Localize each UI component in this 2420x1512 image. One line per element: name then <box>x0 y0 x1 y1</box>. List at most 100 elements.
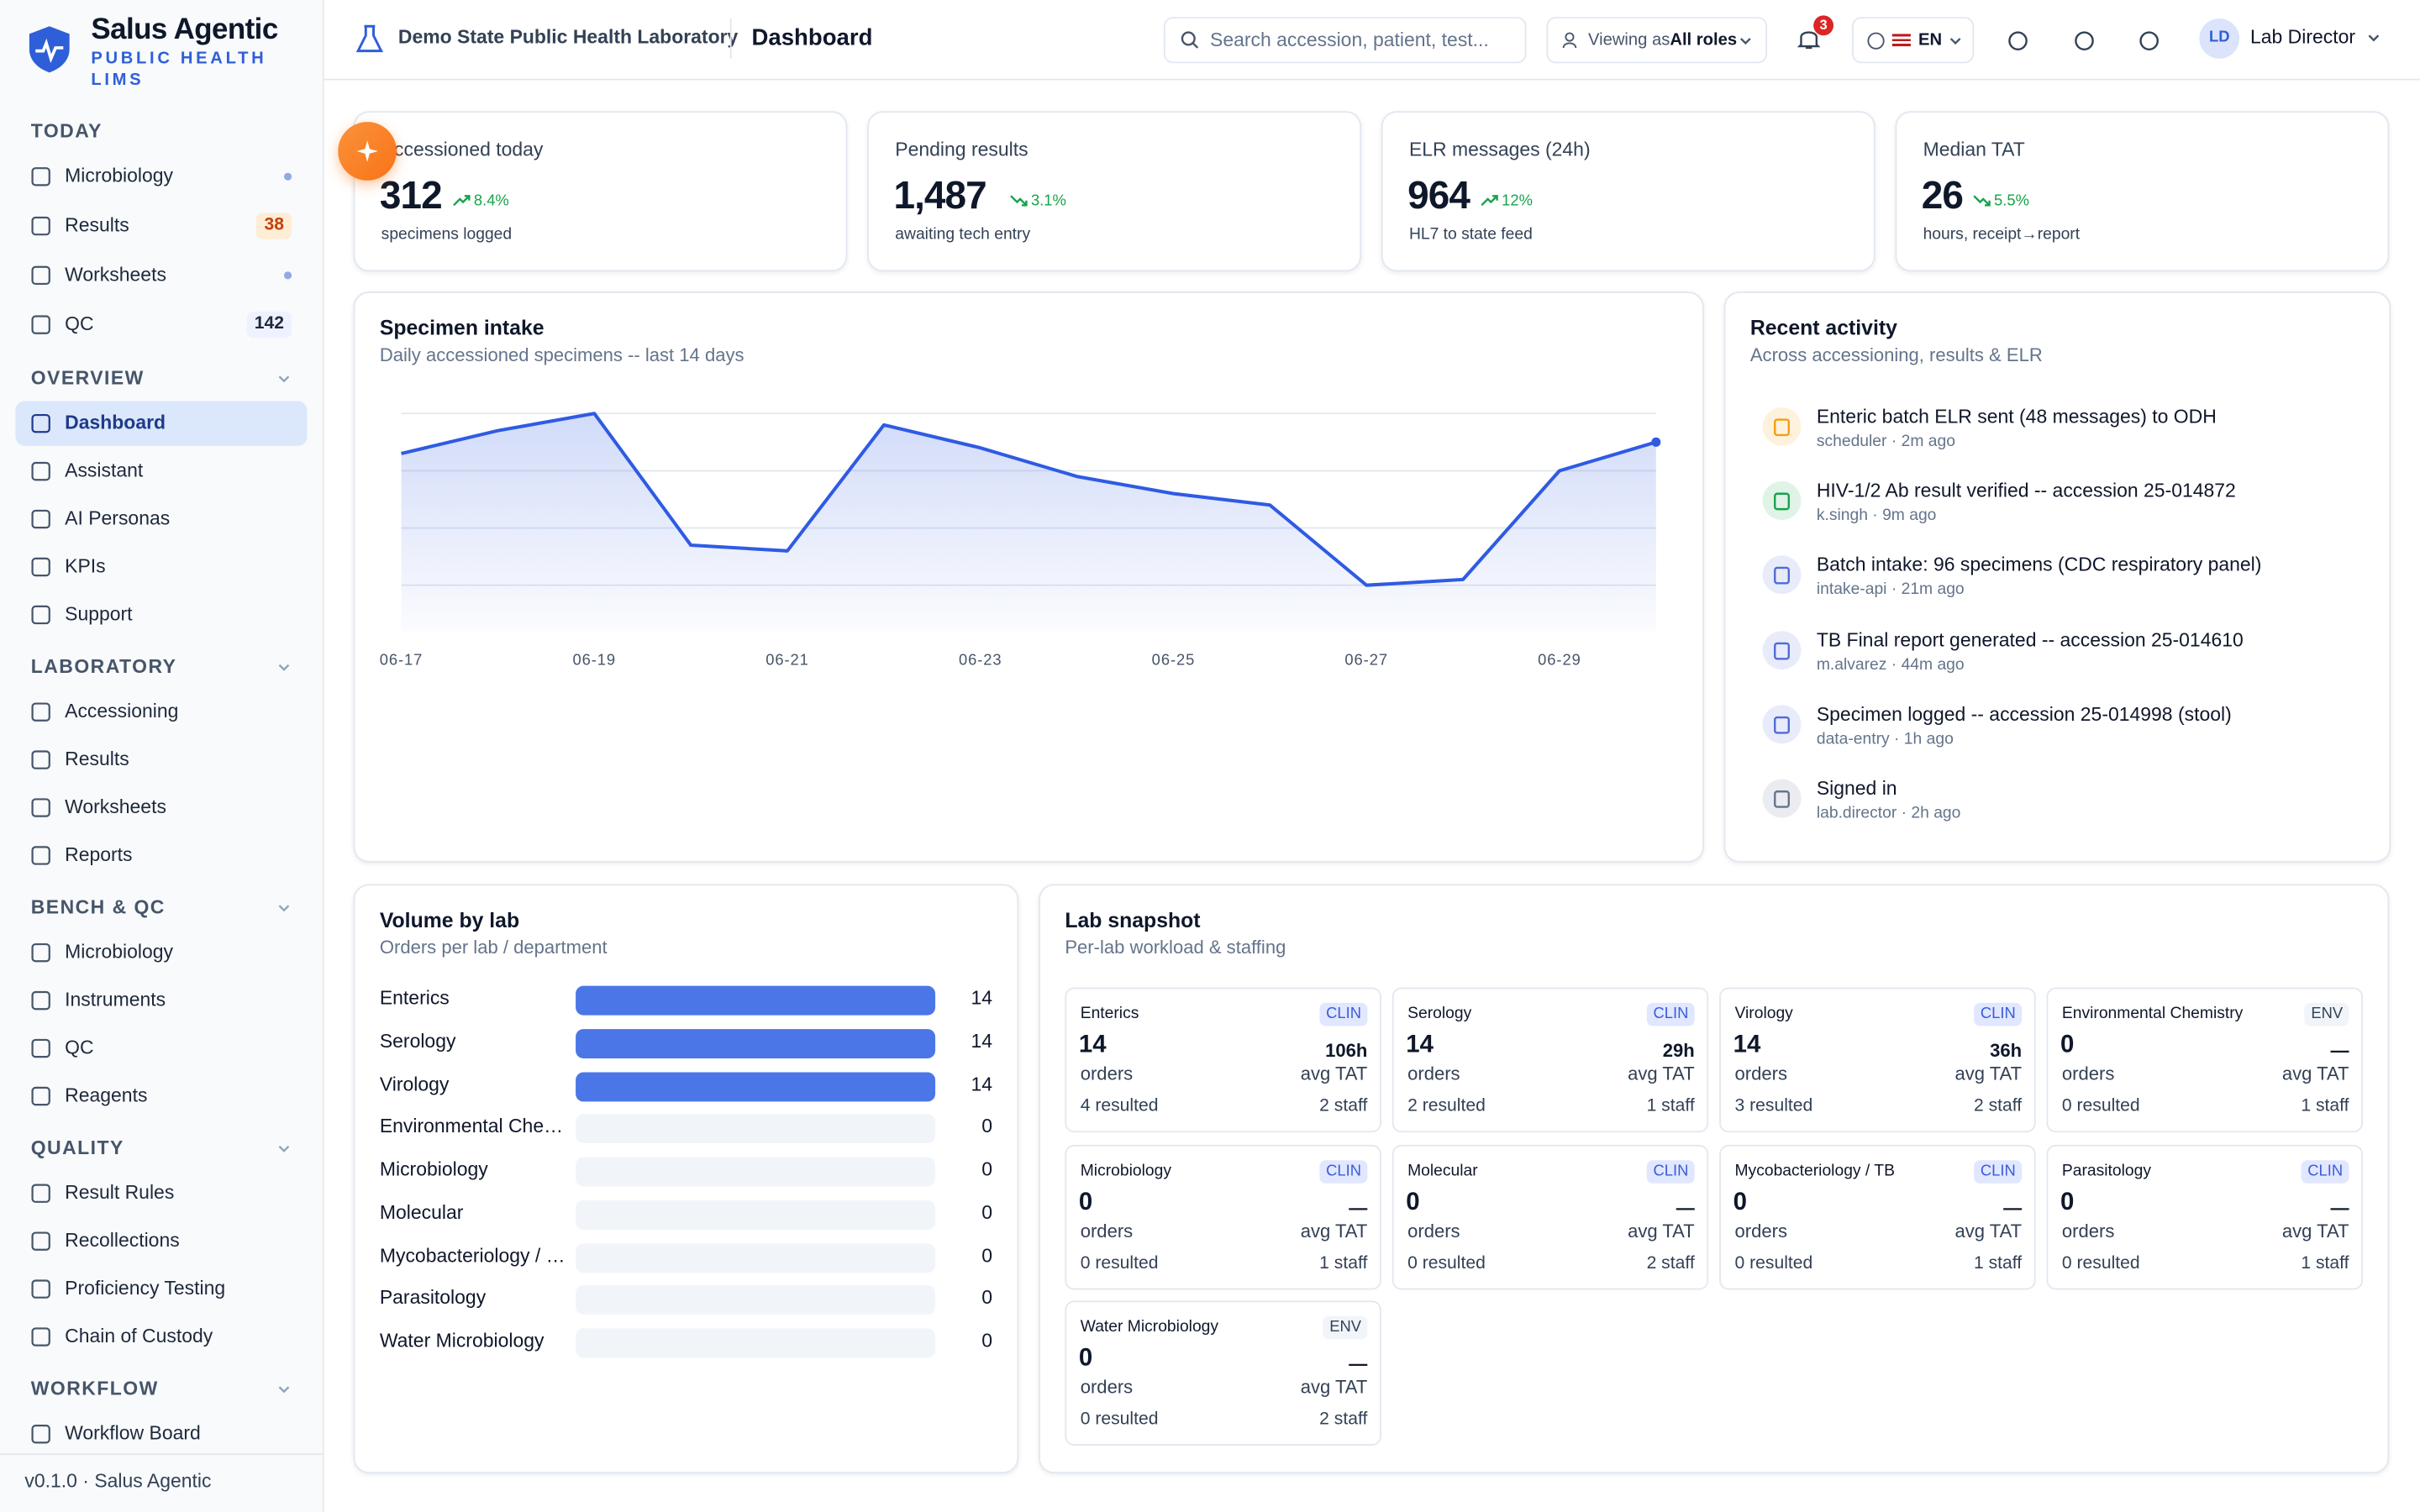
nav-item[interactable]: Accessioning <box>15 690 307 734</box>
chevron <box>278 375 290 383</box>
assistant-fab[interactable] <box>338 122 397 181</box>
globe-c <box>1867 32 1885 50</box>
nav-item[interactable]: Results <box>15 738 307 782</box>
notif-badge: 3 <box>1813 15 1834 36</box>
nav-icon <box>31 557 50 577</box>
nav-item[interactable]: Reports <box>15 833 307 878</box>
lab-tat: 29h <box>1662 1039 1695 1062</box>
bar-label: Mycobacteriology / … <box>379 1244 566 1267</box>
volume-card: Volume by lab Orders per lab / department… <box>353 884 1019 1474</box>
badge: 38 <box>256 213 292 239</box>
lab-staff: 2 staff <box>1973 1096 2023 1116</box>
nav-item[interactable]: Workflow Board <box>15 1412 307 1457</box>
nav-item[interactable]: AI Personas <box>15 496 307 541</box>
nav-label: Microbiology <box>65 165 174 187</box>
user-icon <box>1562 32 1577 49</box>
icon-shape <box>31 1425 50 1444</box>
bar-track <box>576 1200 936 1230</box>
x-tick-label: 06-25 <box>1152 651 1196 669</box>
activity-meta: scheduler · 2m ago <box>1816 432 1955 451</box>
lab-orders: 14 <box>1406 1032 1434 1059</box>
chevron <box>278 1145 290 1152</box>
lab-tile: Water Microbiology ENV 0 — orders avg TAT 0 re… <box>1065 1300 1381 1446</box>
nav-item[interactable]: Dashboard <box>15 401 308 446</box>
search-box[interactable]: Search accession, patient, test... <box>1163 17 1527 64</box>
glyph <box>1774 641 1790 659</box>
nav-item[interactable]: Support <box>15 592 307 637</box>
lab-orders: 14 <box>1078 1032 1107 1059</box>
activity-icon <box>1762 481 1802 521</box>
nav-label: AI Personas <box>65 507 171 530</box>
sidebar: Salus Agentic PUBLIC HEALTH LIMS TODAY Micr… <box>0 0 324 1512</box>
chevron <box>1739 38 1751 45</box>
nav-item[interactable]: Recollections <box>15 1219 307 1263</box>
nav-label: Workflow Board <box>65 1422 201 1445</box>
lab-resulted: 0 resulted <box>2061 1096 2140 1116</box>
nav-item[interactable]: Instruments <box>15 978 307 1022</box>
lab-staff: 1 staff <box>2301 1253 2349 1273</box>
nav-item[interactable]: Worksheets <box>15 785 307 830</box>
icon-shape <box>31 1184 50 1203</box>
lab-staff: 2 staff <box>1646 1253 1695 1273</box>
trend <box>1973 195 1991 207</box>
x-tick-label: 06-17 <box>380 651 424 669</box>
activity-glyph <box>1774 716 1790 734</box>
nav-label: Chain of Custody <box>65 1325 213 1347</box>
tat-label: avg TAT <box>1954 1063 2023 1085</box>
bar-value: 14 <box>971 1073 993 1095</box>
lab-tile: Parasitology CLIN 0 — orders avg TAT 0 resulte… <box>2046 1143 2364 1289</box>
icon-shape <box>31 942 50 963</box>
nav-item[interactable]: Microbiology <box>15 931 307 975</box>
lab-resulted: 4 resulted <box>1080 1096 1159 1116</box>
nav-item[interactable]: Proficiency Testing <box>15 1267 307 1311</box>
page-title: Dashboard <box>751 24 873 51</box>
brand: Salus Agentic <box>91 13 278 47</box>
kpi-delta: 5.5% <box>1994 192 2029 210</box>
bar-value: 14 <box>971 987 993 1010</box>
icon-shape <box>31 1038 50 1058</box>
activity-meta: data-entry · 1h ago <box>1816 729 1954 748</box>
nav-item[interactable]: Reagents <box>15 1074 307 1118</box>
icon-shape <box>31 846 50 865</box>
icon-c <box>2075 31 2094 50</box>
lab-tag: CLIN <box>1647 1159 1695 1183</box>
nav-item[interactable]: Results 38 <box>15 203 307 248</box>
nav-item[interactable]: QC 142 <box>15 302 307 347</box>
nav-label: Proficiency Testing <box>65 1277 226 1299</box>
kpi-label: ELR messages (24h) <box>1408 139 1591 161</box>
lab-staff: 2 staff <box>1319 1410 1368 1429</box>
nav-item[interactable]: Microbiology <box>15 155 307 199</box>
bar-value: 0 <box>981 1158 993 1181</box>
lab-tat: — <box>2330 1039 2349 1062</box>
lab-resulted: 0 resulted <box>1734 1253 1813 1273</box>
nav-item[interactable]: Assistant <box>15 449 307 493</box>
bar-label: Environmental Che… <box>379 1116 564 1138</box>
flag <box>1891 34 1911 47</box>
lab-tag: CLIN <box>1319 1159 1368 1183</box>
lab-resulted: 0 resulted <box>2061 1253 2140 1273</box>
bar-track <box>576 1242 936 1273</box>
orders-label: orders <box>1080 1063 1134 1085</box>
lang-select[interactable]: EN <box>1852 17 1975 64</box>
chevron <box>278 905 290 912</box>
chevron <box>2368 34 2380 42</box>
glyph <box>1774 790 1790 808</box>
activity-icon <box>1762 407 1802 446</box>
nav-item[interactable]: KPIs <box>15 544 307 589</box>
nav-item[interactable]: Result Rules <box>15 1171 307 1215</box>
nav-item[interactable]: Worksheets <box>15 253 307 297</box>
card-subtitle: Daily accessioned specimens -- last 14 d… <box>379 344 744 366</box>
activity-title: HIV-1/2 Ab result verified -- accession … <box>1816 480 2236 502</box>
role-select[interactable]: Viewing as All roles <box>1546 17 1768 64</box>
line <box>401 412 1657 587</box>
lab-tag: CLIN <box>1974 1002 2023 1026</box>
trend-icon <box>1481 195 1498 207</box>
nav-item[interactable]: Chain of Custody <box>15 1315 307 1359</box>
nav-icon <box>31 605 50 625</box>
bar-label: Virology <box>379 1073 450 1095</box>
nav-icon <box>31 846 50 865</box>
lab-staff: 1 staff <box>2301 1096 2349 1116</box>
nav-icon <box>31 509 50 529</box>
nav-item[interactable]: QC <box>15 1026 307 1070</box>
